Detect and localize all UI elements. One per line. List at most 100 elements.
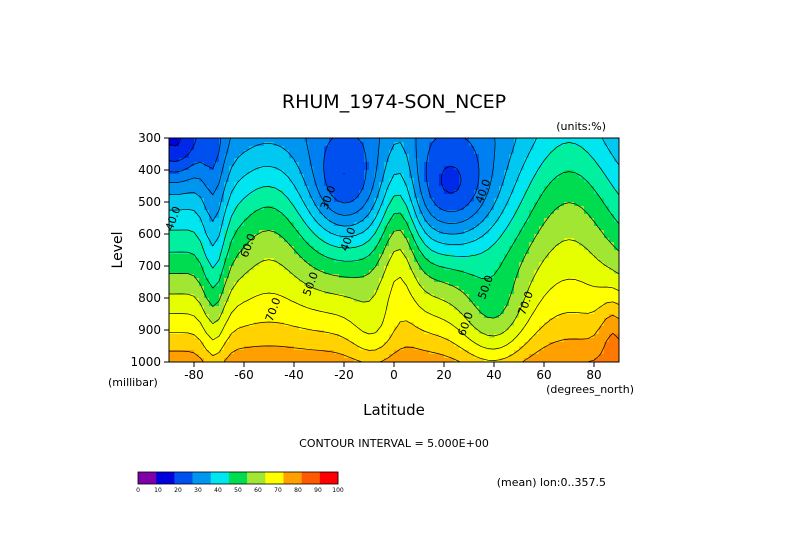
field-cell [359, 202, 365, 207]
field-cell [214, 354, 220, 359]
field-cell [354, 182, 360, 187]
field-cell [209, 342, 215, 347]
field-cell [229, 330, 235, 335]
field-cell [374, 178, 380, 183]
field-cell [384, 194, 390, 199]
field-cell [339, 262, 345, 267]
field-cell [209, 142, 215, 147]
field-cell [249, 230, 255, 235]
field-cell [304, 334, 310, 339]
field-cell [224, 334, 230, 339]
field-cell [399, 254, 405, 259]
field-cell [399, 238, 405, 243]
field-cell [229, 194, 235, 199]
field-cell [254, 350, 260, 355]
field-cell [189, 226, 195, 231]
field-cell [559, 194, 565, 199]
field-cell [489, 302, 495, 307]
field-cell [264, 262, 270, 267]
field-cell [249, 254, 255, 259]
field-cell [484, 202, 490, 207]
field-cell [364, 202, 370, 207]
field-cell [289, 198, 295, 203]
field-cell [554, 194, 560, 199]
field-cell [489, 326, 495, 331]
field-cell [194, 358, 200, 362]
field-cell [424, 150, 430, 155]
field-cell [414, 290, 420, 295]
field-cell [379, 338, 385, 343]
field-cell [554, 150, 560, 155]
field-cell [389, 234, 395, 239]
field-cell [214, 274, 220, 279]
field-cell [534, 302, 540, 307]
field-cell [539, 214, 545, 219]
field-cell [394, 214, 400, 219]
field-cell [349, 206, 355, 211]
field-cell [379, 238, 385, 243]
field-cell [184, 222, 190, 227]
field-cell [504, 302, 510, 307]
field-cell [219, 218, 225, 223]
field-cell [394, 154, 400, 159]
field-cell [469, 346, 475, 351]
field-cell [294, 302, 300, 307]
field-cell [439, 306, 445, 311]
field-cell [184, 202, 190, 207]
field-cell [209, 326, 215, 331]
field-cell [414, 146, 420, 151]
field-cell [414, 242, 420, 247]
field-cell [469, 254, 475, 259]
field-cell [459, 190, 465, 195]
field-cell [319, 346, 325, 351]
field-cell [489, 258, 495, 263]
field-cell [444, 294, 450, 299]
field-cell [444, 274, 450, 279]
field-cell [179, 242, 185, 247]
field-cell [594, 202, 600, 207]
field-cell [579, 202, 585, 207]
field-cell [399, 242, 405, 247]
field-cell [589, 218, 595, 223]
field-cell [309, 194, 315, 199]
field-cell [514, 306, 520, 311]
field-cell [594, 226, 600, 231]
field-cell [309, 174, 315, 179]
field-cell [499, 222, 505, 227]
field-cell [214, 246, 220, 251]
field-cell [409, 278, 415, 283]
field-cell [454, 306, 460, 311]
field-cell [404, 162, 410, 167]
field-cell [484, 342, 490, 347]
field-cell [369, 326, 375, 331]
field-cell [494, 326, 500, 331]
field-cell [264, 218, 270, 223]
field-cell [594, 166, 600, 171]
field-cell [364, 246, 370, 251]
field-cell [439, 350, 445, 355]
field-cell [254, 178, 260, 183]
field-cell [529, 166, 535, 171]
field-cell [274, 234, 280, 239]
field-cell [274, 154, 280, 159]
field-cell [534, 326, 540, 331]
field-cell [174, 330, 180, 335]
field-cell [519, 258, 525, 263]
field-cell [299, 266, 305, 271]
field-cell [314, 266, 320, 271]
field-cell [344, 286, 350, 291]
field-cell [394, 278, 400, 283]
field-cell [234, 246, 240, 251]
field-cell [519, 142, 525, 147]
field-cell [429, 186, 435, 191]
field-cell [479, 142, 485, 147]
field-cell [514, 298, 520, 303]
field-cell [249, 358, 255, 362]
field-cell [494, 306, 500, 311]
field-cell [389, 158, 395, 163]
field-cell [189, 162, 195, 167]
field-cell [449, 154, 455, 159]
field-cell [399, 354, 405, 359]
field-cell [414, 142, 420, 147]
field-cell [464, 274, 470, 279]
